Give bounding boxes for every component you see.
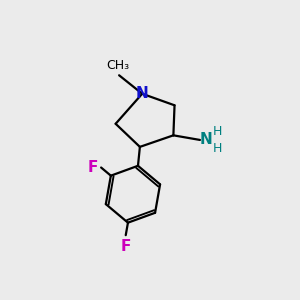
Text: N: N: [136, 86, 148, 101]
Text: F: F: [121, 238, 131, 253]
Text: H: H: [213, 142, 222, 154]
Text: N: N: [200, 132, 213, 147]
Text: F: F: [87, 160, 98, 175]
Text: CH₃: CH₃: [106, 59, 130, 72]
Text: H: H: [213, 125, 222, 138]
